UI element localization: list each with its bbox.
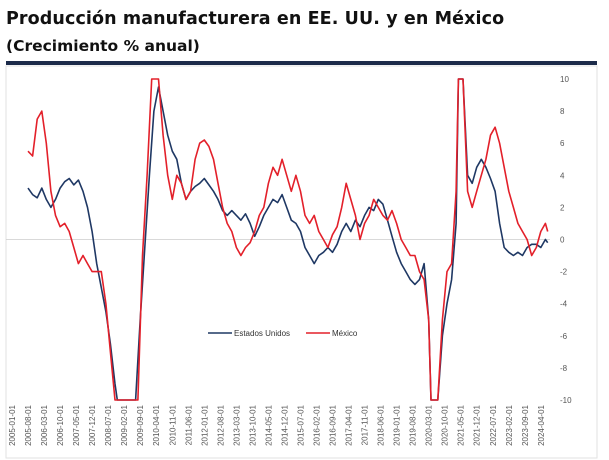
x-tick-label: 2009-09-01 bbox=[136, 404, 145, 445]
y-tick-label: 0 bbox=[560, 236, 565, 245]
x-tick-label: 2008-07-01 bbox=[104, 404, 113, 445]
x-tick-label: 2020-10-01 bbox=[441, 404, 450, 445]
title-divider bbox=[6, 61, 597, 65]
x-tick-label: 2012-08-01 bbox=[216, 404, 225, 445]
y-tick-label: -8 bbox=[560, 364, 568, 373]
x-tick-label: 2010-04-01 bbox=[152, 404, 161, 445]
x-tick-label: 2005-01-01 bbox=[8, 404, 17, 445]
x-tick-label: 2017-04-01 bbox=[345, 404, 354, 445]
x-tick-label: 2019-01-01 bbox=[393, 404, 402, 445]
x-tick-label: 2013-10-01 bbox=[248, 404, 257, 445]
y-tick-label: -2 bbox=[560, 268, 568, 277]
x-tick-label: 2016-09-01 bbox=[329, 404, 338, 445]
x-tick-label: 2023-09-01 bbox=[521, 404, 530, 445]
x-tick-label: 2021-05-01 bbox=[457, 404, 466, 445]
chart-title: Producción manufacturera en EE. UU. y en… bbox=[6, 9, 505, 29]
y-tick-label: 2 bbox=[560, 203, 565, 212]
x-tick-label: 2012-01-01 bbox=[200, 404, 209, 445]
x-tick-label: 2007-12-01 bbox=[88, 404, 97, 445]
x-tick-label: 2024-04-01 bbox=[537, 404, 546, 445]
x-tick-label: 2023-02-01 bbox=[505, 404, 514, 445]
y-tick-label: -4 bbox=[560, 300, 568, 309]
y-tick-label: 6 bbox=[560, 139, 565, 148]
x-tick-label: 2011-06-01 bbox=[184, 404, 193, 445]
x-tick-label: 2018-06-01 bbox=[377, 404, 386, 445]
x-tick-label: 2022-07-01 bbox=[489, 404, 498, 445]
x-tick-label: 2019-08-01 bbox=[409, 404, 418, 445]
y-axis: 10 8 6 4 2 0 -2 -4 -6 -8 -10 bbox=[560, 75, 572, 405]
x-tick-label: 2007-05-01 bbox=[72, 404, 81, 445]
legend: Estados Unidos México bbox=[208, 329, 358, 338]
x-tick-label: 2014-05-01 bbox=[264, 404, 273, 445]
x-tick-label: 2005-08-01 bbox=[24, 404, 33, 445]
chart-subtitle: (Crecimiento % anual) bbox=[6, 37, 200, 55]
x-tick-label: 2013-03-01 bbox=[232, 404, 241, 445]
y-tick-label: 8 bbox=[560, 107, 565, 116]
y-tick-label: 10 bbox=[560, 75, 569, 84]
series-layer bbox=[27, 78, 549, 401]
y-tick-label: -6 bbox=[560, 332, 568, 341]
series-line-mexico bbox=[27, 78, 549, 401]
legend-label-us: Estados Unidos bbox=[234, 329, 290, 338]
plot-border bbox=[5, 65, 598, 459]
x-tick-label: 2020-03-01 bbox=[425, 404, 434, 445]
y-tick-label: -10 bbox=[560, 396, 572, 405]
x-tick-label: 2017-11-01 bbox=[361, 404, 370, 445]
x-tick-label: 2006-03-01 bbox=[40, 404, 49, 445]
x-tick-label: 2009-02-01 bbox=[120, 404, 129, 445]
x-axis: 2005-01-01 2005-08-01 2006-03-01 2006-10-01… bbox=[8, 404, 546, 445]
x-tick-label: 2015-07-01 bbox=[297, 404, 306, 445]
x-tick-label: 2006-10-01 bbox=[56, 404, 65, 445]
x-tick-label: 2010-11-01 bbox=[168, 404, 177, 445]
x-tick-label: 2014-12-01 bbox=[280, 404, 289, 445]
x-tick-label: 2021-12-01 bbox=[473, 404, 482, 445]
legend-label-mexico: México bbox=[332, 329, 358, 338]
y-tick-label: 4 bbox=[560, 171, 565, 180]
x-tick-label: 2016-02-01 bbox=[313, 404, 322, 445]
